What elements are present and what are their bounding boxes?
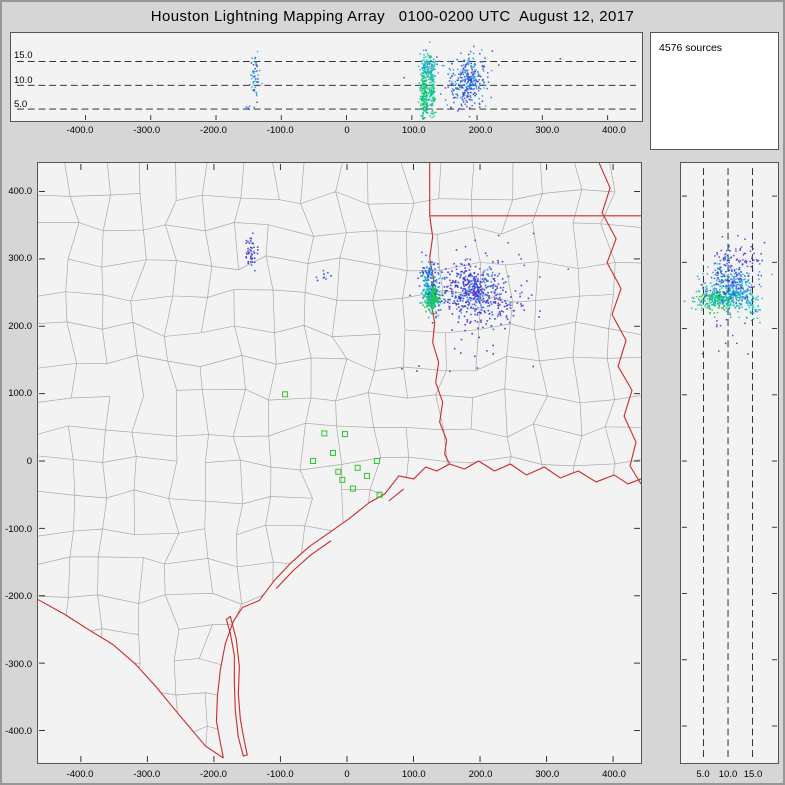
alt-vs-northsouth-plot[interactable] (681, 163, 778, 763)
tick-label: 400.0 (602, 125, 626, 136)
tick-label: 10.0 (718, 769, 738, 780)
tick-label: -300.0 (133, 125, 161, 136)
tick-label: 100.0 (401, 125, 426, 136)
lightning-scatter-layer (245, 232, 570, 373)
alt-vs-eastwest-plot[interactable] (11, 33, 642, 121)
tick-label: -100.0 (266, 125, 294, 136)
tick-label: -400.0 (66, 769, 94, 780)
x-axis-ticks-top: -400.0 -300.0 -200.0 -100.0 0 100.0 200.0 300.0… (10, 125, 643, 138)
tick-label: 100.0 (401, 769, 426, 780)
tick-label: 0 (344, 769, 350, 780)
county-boundaries-layer (38, 163, 641, 759)
sources-panel: 4576 sources (650, 32, 779, 150)
tick-label: -200.0 (200, 769, 227, 780)
tick-label: -100.0 (5, 523, 32, 535)
tick-label: -200.0 (200, 125, 227, 136)
tick-label: 300.0 (535, 769, 560, 780)
plan-view-plot[interactable] (38, 163, 641, 763)
tick-label: 400.0 (8, 185, 32, 197)
tick-label: 0 (344, 125, 350, 136)
alt-vs-eastwest-panel[interactable] (10, 32, 643, 122)
tick-label: 300.0 (535, 125, 560, 136)
altitude-tick-labels-top: 5.0 10.0 15.0 (10, 32, 70, 122)
tick-label: 300.0 (8, 253, 32, 265)
tick-label: -400.0 (66, 125, 94, 136)
altitude-ticks-right: 5.0 10.0 15.0 (680, 768, 779, 781)
tick-label: 5.0 (14, 98, 28, 110)
tick-label: 0 (26, 456, 32, 467)
lma-stations-layer (282, 391, 383, 498)
tick-label: 200.0 (8, 320, 32, 332)
alt-vs-northsouth-panel[interactable] (680, 162, 779, 764)
sources-count-label: 4576 sources (659, 42, 723, 54)
x-axis-ticks-map: -400.0 -300.0 -200.0 -100.0 0 100.0 200.0 300.0… (37, 768, 642, 781)
tick-label: 400.0 (602, 769, 626, 780)
tick-label: 200.0 (468, 125, 493, 136)
tick-label: -300.0 (133, 769, 161, 780)
tick-label: -300.0 (5, 658, 32, 670)
lightning-scatter-layer (683, 235, 773, 355)
tick-label: 15.0 (743, 769, 763, 780)
tick-label: -400.0 (5, 726, 32, 738)
tick-label: -200.0 (5, 591, 32, 603)
y-axis-ticks-map: 400.0 300.0 200.0 100.0 0 -100.0 -200.0 -300.0 -… (3, 162, 34, 764)
tick-label: 10.0 (14, 74, 33, 86)
tick-label: 5.0 (696, 769, 710, 780)
state-boundaries-layer (38, 163, 641, 759)
tick-label: 100.0 (8, 388, 32, 400)
plan-view-map-panel[interactable] (37, 162, 642, 764)
chart-title: Houston Lightning Mapping Array 0100-020… (150, 8, 635, 25)
tick-label: 15.0 (14, 50, 33, 62)
tick-label: 200.0 (468, 769, 493, 780)
lightning-scatter-layer (245, 41, 562, 120)
tick-label: -100.0 (266, 769, 294, 780)
